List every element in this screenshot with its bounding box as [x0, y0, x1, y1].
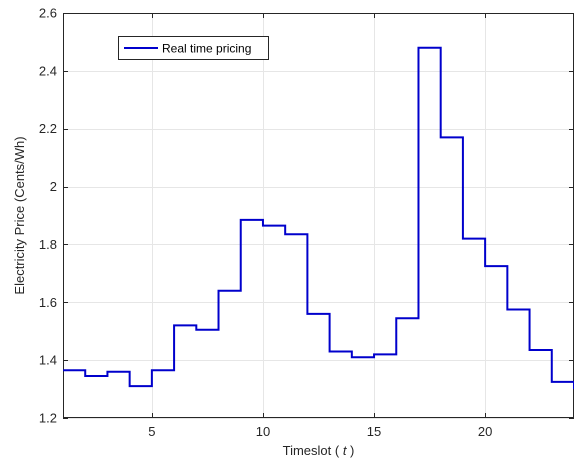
y-tick-label: 2.4 [39, 63, 57, 78]
axis-ticks [63, 13, 574, 419]
legend: Real time pricing [118, 36, 269, 60]
x-axis-label-var: t [343, 443, 348, 458]
y-tick-label: 1.4 [39, 353, 57, 368]
y-tick-label: 1.6 [39, 295, 57, 310]
legend-entry-label: Real time pricing [162, 42, 251, 56]
x-tick-label: 20 [478, 424, 492, 439]
y-tick-label: 1.2 [39, 411, 57, 426]
x-tick-label: 15 [367, 424, 381, 439]
x-axis-label: Timeslot ( t ) [283, 443, 355, 458]
y-tick-label: 2 [50, 179, 57, 194]
legend-box [118, 36, 269, 60]
tick-labels: 5 10 15 20 1.2 1.4 1.6 1.8 2 2.2 2.4 2.6 [39, 6, 492, 440]
y-tick-label: 2.2 [39, 121, 57, 136]
x-tick-label: 10 [256, 424, 270, 439]
x-tick-label: 5 [148, 424, 155, 439]
series-line [63, 46, 574, 390]
y-tick-label: 2.6 [39, 6, 57, 21]
y-tick-label: 1.8 [39, 237, 57, 252]
y-axis-label: Electricity Price (Cents/Wh) [12, 136, 27, 294]
x-axis-label-prefix: Timeslot ( [283, 443, 343, 458]
plot-area [63, 13, 574, 418]
series-layer [63, 46, 574, 390]
x-axis-label-suffix: ) [346, 443, 354, 458]
